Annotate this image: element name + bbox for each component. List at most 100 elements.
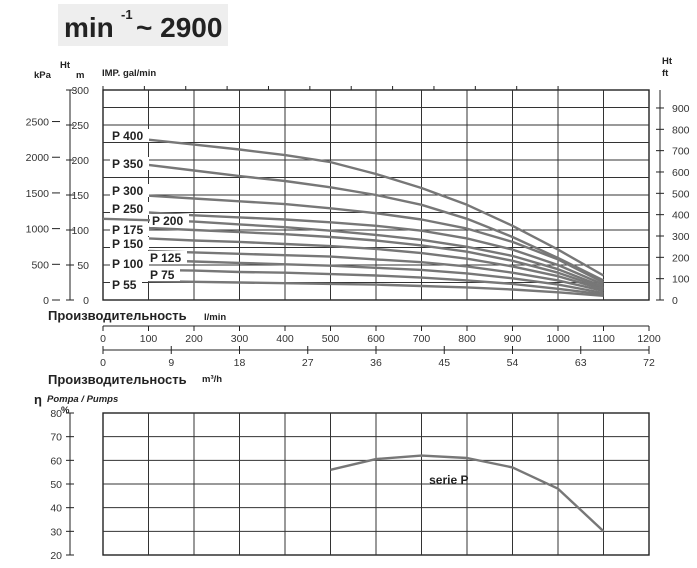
curve-label-bg: [148, 268, 180, 281]
m3h-tick-label: 45: [438, 357, 450, 369]
lmin-tick-label: 1200: [637, 333, 661, 345]
curve-label-p-200: P 200: [152, 214, 183, 228]
ft-tick-label: 700: [672, 146, 690, 158]
curve-label-bg: [110, 129, 149, 142]
curve-label-bg: [110, 223, 149, 236]
head-curves: [102, 138, 605, 297]
lmin-tick-label: 500: [322, 333, 340, 345]
x-axis-lmin: 0 100 200 300 400 500 600 700 800 900 1000 1100 1200: [100, 325, 661, 345]
curve-label-p-400: P 400: [112, 129, 143, 143]
x-axis-m3h: 0 9 18 27 36 45 54 63 72: [100, 346, 655, 369]
title-base: min: [64, 12, 114, 43]
eff-tick-label: 20: [50, 550, 62, 562]
ft-label: ft: [662, 68, 669, 79]
head-curve-p-55: [148, 279, 604, 297]
eff-tick-label: 30: [50, 526, 62, 538]
lmin-tick-label: 200: [185, 333, 203, 345]
efficiency-chart-grid: [102, 412, 650, 556]
title-sup: -1: [121, 7, 133, 22]
kpa-tick-label: 500: [31, 259, 49, 271]
eff-tick-label: 70: [50, 432, 62, 444]
ft-tick-label: 900: [672, 103, 690, 115]
title-rest: ~ 2900: [136, 12, 222, 43]
ft-tick-label: 0: [672, 295, 678, 307]
m-tick-label: 50: [77, 260, 89, 272]
head-curve-p-100: [148, 258, 604, 295]
eff-tick-label: 60: [50, 455, 62, 467]
eff-curve-line: [330, 454, 605, 533]
curve-label-p-125: P 125: [150, 251, 181, 265]
m-tick-label: 150: [71, 190, 89, 202]
kpa-tick-label: 2000: [26, 152, 50, 164]
eta-symbol: η: [34, 392, 42, 407]
curve-label-p-150: P 150: [112, 237, 143, 251]
curve-label-p-300: P 300: [112, 184, 143, 198]
ft-tick-label: 400: [672, 210, 690, 222]
head-curve-p-250: [148, 211, 604, 286]
ft-tick-label: 500: [672, 188, 690, 200]
flow-label-1: Производительность: [48, 308, 187, 323]
eff-unit: %: [61, 405, 70, 416]
m-tick-label: 300: [71, 85, 89, 97]
lmin-tick-label: 900: [504, 333, 522, 345]
curve-label-p-100: P 100: [112, 257, 143, 271]
m3h-tick-label: 0: [100, 357, 106, 369]
curve-label-bg: [150, 214, 189, 227]
lmin-tick-label: 800: [458, 333, 476, 345]
eff-tick-label: 50: [50, 479, 62, 491]
head-curve-p-200: [102, 217, 604, 288]
lmin-tick-label: 100: [140, 333, 158, 345]
curve-label-bg: [110, 237, 149, 250]
m3h-tick-label: 18: [234, 357, 246, 369]
m3h-tick-label: 27: [302, 357, 314, 369]
curve-label-p-55: P 55: [112, 278, 137, 292]
curve-label-p-250: P 250: [112, 202, 143, 216]
curve-label-p-350: P 350: [112, 157, 143, 171]
head-y-ticks: 0 50 100 150 200 250 300 0 500 1000 1500 2000 2500 0 1…: [26, 85, 690, 307]
ft-tick-label: 800: [672, 124, 690, 136]
m-tick-label: 100: [71, 225, 89, 237]
efficiency-y-ticks: 20 30 40 50 60 70 80: [50, 408, 74, 562]
head-curve-p-400: [148, 138, 605, 277]
curve-label-bg: [148, 251, 187, 264]
curve-label-p-175: P 175: [112, 223, 143, 237]
m-tick-label: 250: [71, 120, 89, 132]
curve-label-p-75: P 75: [150, 268, 175, 282]
kpa-tick-label: 2500: [26, 117, 50, 129]
flow-label-2: Производительность: [48, 372, 187, 387]
head-curve-p-125: [148, 249, 604, 293]
title-box: [58, 4, 228, 46]
head-curve-p-175: [148, 226, 604, 290]
kpa-label: kPa: [34, 70, 52, 81]
curve-label-bg: [110, 278, 142, 291]
ft-tick-label: 600: [672, 167, 690, 179]
m3h-tick-label: 9: [168, 357, 174, 369]
kpa-tick-label: 0: [43, 295, 49, 307]
lmin-tick-label: 700: [413, 333, 431, 345]
m3h-tick-label: 72: [643, 357, 655, 369]
m-tick-label: 0: [83, 295, 89, 307]
m-tick-label: 200: [71, 155, 89, 167]
head-curve-p-300: [148, 194, 605, 284]
imp-label: IMP. gal/min: [102, 68, 156, 79]
lmin-tick-label: 0: [100, 333, 106, 345]
lmin-tick-label: 1000: [546, 333, 570, 345]
eff-curve-label: serie P: [429, 473, 468, 487]
curve-label-bg: [110, 257, 149, 270]
lmin-tick-label: 300: [231, 333, 249, 345]
flow-unit-lmin: l/min: [204, 312, 226, 323]
curve-label-bg: [110, 157, 149, 170]
curve-label-bg: [110, 184, 149, 197]
lmin-tick-label: 1100: [592, 333, 615, 345]
head-curve-p-75: [148, 268, 604, 296]
kpa-tick-label: 1000: [26, 224, 50, 236]
ft-tick-label: 100: [672, 274, 690, 286]
kpa-tick-label: 1500: [26, 188, 50, 200]
efficiency-curve: serie P: [330, 454, 605, 533]
ft-tick-label: 300: [672, 231, 690, 243]
m3h-tick-label: 54: [507, 357, 519, 369]
curve-label-bg: [110, 202, 149, 215]
eff-label: Pompa / Pumps: [47, 394, 118, 405]
